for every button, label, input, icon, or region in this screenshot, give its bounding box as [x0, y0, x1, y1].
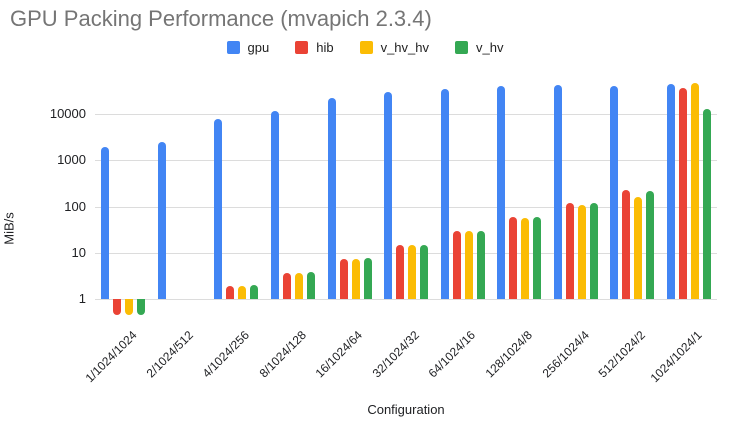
legend-label: hib: [316, 40, 334, 55]
bar-gpu-1/1024/1024[interactable]: [101, 146, 110, 299]
y-tick-label: 1: [78, 291, 86, 306]
plot-area: [95, 75, 717, 315]
bar-v_hv_hv-64/1024/16[interactable]: [464, 231, 473, 299]
x-tick-label: 1024/1024/1: [647, 328, 705, 386]
bar-v_hv-64/1024/16[interactable]: [476, 230, 485, 299]
bar-v_hv_hv-1/1024/1024[interactable]: [125, 299, 134, 315]
bar-v_hv-16/1024/64[interactable]: [363, 258, 372, 299]
x-tick-label: 256/1024/4: [539, 328, 592, 381]
bar-v_hv_hv-1024/1024/1[interactable]: [690, 82, 699, 299]
legend-swatch-v_hv_hv: [359, 41, 373, 54]
x-tick-label: 8/1024/128: [256, 328, 309, 381]
y-axis-title: MiB/s: [1, 212, 17, 245]
bar-hib-8/1024/128[interactable]: [282, 272, 291, 299]
bar-hib-16/1024/64[interactable]: [339, 258, 348, 299]
legend-label: v_hv_hv: [380, 40, 429, 55]
bar-v_hv-8/1024/128[interactable]: [306, 272, 315, 299]
bar-hib-1024/1024/1[interactable]: [678, 87, 687, 299]
bar-hib-64/1024/16[interactable]: [452, 230, 461, 299]
legend-item-hib: hib: [295, 40, 334, 55]
gridline: [95, 299, 717, 300]
bar-gpu-4/1024/256[interactable]: [214, 119, 223, 299]
y-tick-label: 10000: [49, 106, 86, 122]
bar-v_hv_hv-128/1024/8[interactable]: [521, 217, 530, 299]
bar-hib-4/1024/256[interactable]: [226, 286, 235, 299]
bar-gpu-16/1024/64[interactable]: [327, 98, 336, 299]
legend-swatch-v_hv: [455, 41, 468, 54]
y-tick-label: 10: [71, 244, 86, 260]
gridline: [95, 160, 717, 162]
gridline: [95, 252, 717, 254]
y-tick-label: 100: [64, 198, 86, 214]
bar-gpu-32/1024/32[interactable]: [384, 91, 392, 299]
x-tick-label: 4/1024/256: [199, 328, 253, 381]
bar-v_hv-128/1024/8[interactable]: [533, 216, 542, 299]
bar-v_hv-4/1024/256[interactable]: [250, 285, 259, 299]
legend-label: gpu: [247, 40, 270, 55]
legend-item-v_hv_hv: v_hv_hv: [359, 40, 429, 55]
legend-swatch-gpu: [226, 41, 240, 54]
legend: gpu hib v_hv_hv v_hv: [0, 40, 730, 55]
bar-v_hv_hv-16/1024/64[interactable]: [351, 258, 360, 299]
x-tick-label: 32/1024/32: [369, 328, 422, 381]
x-tick-label: 1/1024/1024: [82, 328, 140, 386]
bar-hib-512/1024/2[interactable]: [622, 189, 631, 299]
legend-label: v_hv: [476, 40, 504, 55]
bar-gpu-2/1024/512[interactable]: [157, 142, 166, 299]
legend-item-gpu: gpu: [226, 40, 270, 55]
bar-v_hv_hv-8/1024/128[interactable]: [294, 272, 303, 299]
x-tick-label: 2/1024/512: [143, 328, 196, 381]
bar-gpu-128/1024/8[interactable]: [497, 86, 506, 299]
x-axis-title: Configuration: [367, 402, 445, 417]
x-tick-label: 512/1024/2: [595, 328, 649, 381]
y-tick-label: 1000: [57, 152, 86, 168]
bar-gpu-256/1024/4[interactable]: [553, 85, 562, 299]
bar-hib-256/1024/4[interactable]: [565, 203, 574, 299]
bar-v_hv_hv-32/1024/32[interactable]: [408, 244, 416, 299]
gridline: [95, 114, 717, 116]
legend-swatch-hib: [295, 41, 309, 54]
bar-v_hv_hv-512/1024/2[interactable]: [634, 197, 643, 299]
bar-gpu-1024/1024/1[interactable]: [666, 83, 675, 299]
bar-v_hv-256/1024/4[interactable]: [589, 203, 598, 299]
legend-item-v_hv: v_hv: [455, 40, 503, 55]
bar-v_hv-1024/1024/1[interactable]: [702, 108, 711, 299]
x-tick-label: 16/1024/64: [313, 328, 366, 381]
bar-hib-32/1024/32[interactable]: [396, 244, 404, 299]
bar-v_hv-32/1024/32[interactable]: [420, 244, 428, 299]
bar-gpu-512/1024/2[interactable]: [610, 86, 619, 299]
bar-hib-128/1024/8[interactable]: [509, 216, 518, 299]
bar-v_hv_hv-4/1024/256[interactable]: [238, 286, 247, 299]
bar-hib-1/1024/1024[interactable]: [113, 299, 122, 315]
chart-title: GPU Packing Performance (mvapich 2.3.4): [10, 6, 432, 31]
bar-gpu-64/1024/16[interactable]: [440, 88, 449, 299]
bar-v_hv-512/1024/2[interactable]: [646, 191, 655, 299]
bar-v_hv-1/1024/1024[interactable]: [137, 299, 146, 315]
bar-gpu-8/1024/128[interactable]: [270, 110, 279, 299]
x-tick-label: 64/1024/16: [426, 328, 479, 381]
bar-v_hv_hv-256/1024/4[interactable]: [577, 205, 586, 299]
gridline: [95, 206, 717, 208]
x-tick-label: 128/1024/8: [482, 328, 536, 381]
